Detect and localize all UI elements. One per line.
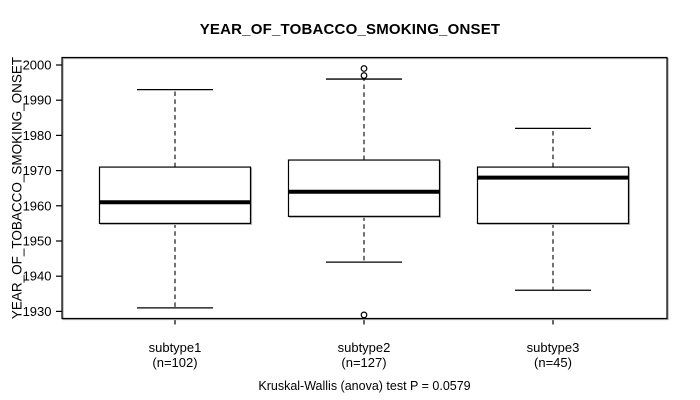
group-name: subtype3 [526, 340, 580, 355]
iqr-box-subtype2 [287, 159, 441, 217]
group-count: (n=45) [534, 355, 572, 370]
group-name: subtype2 [337, 340, 391, 355]
outlier-point [360, 311, 368, 319]
outlier-point [360, 72, 368, 79]
outlier-point [360, 65, 368, 72]
y-tick-label: 1990 [23, 93, 52, 108]
chart-title: YEAR_OF_TOBACCO_SMOKING_ONSET [199, 21, 501, 38]
plot-border [61, 56, 668, 320]
x-tick-label-subtype2: subtype2 (n=127) [294, 340, 434, 370]
iqr-box-subtype1 [98, 166, 252, 225]
y-tick-label: 1940 [23, 269, 52, 284]
y-tick-label: 1950 [23, 234, 52, 249]
y-tick-label: 2000 [23, 58, 52, 73]
stat-test-caption: Kruskal-Wallis (anova) test P = 0.0579 [258, 379, 471, 393]
y-tick-label: 1970 [23, 163, 52, 178]
group-count: (n=127) [341, 355, 387, 370]
group-name: subtype1 [148, 340, 202, 355]
x-tick-label-subtype3: subtype3 (n=45) [483, 340, 623, 370]
y-tick-label: 1980 [23, 128, 52, 143]
iqr-box-subtype3 [476, 166, 630, 225]
y-tick-label: 1930 [23, 304, 52, 319]
y-tick-label: 1960 [23, 198, 52, 213]
x-tick-label-subtype1: subtype1 (n=102) [105, 340, 245, 370]
group-count: (n=102) [152, 355, 198, 370]
